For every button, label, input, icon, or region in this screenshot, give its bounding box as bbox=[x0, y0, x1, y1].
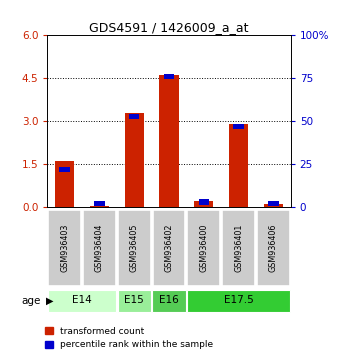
Bar bbox=[129, 114, 140, 119]
FancyBboxPatch shape bbox=[188, 210, 220, 286]
Title: GDS4591 / 1426009_a_at: GDS4591 / 1426009_a_at bbox=[89, 21, 249, 34]
Bar bbox=[90, 206, 109, 207]
Text: GSM936401: GSM936401 bbox=[234, 224, 243, 272]
FancyBboxPatch shape bbox=[222, 210, 255, 286]
Bar bbox=[55, 161, 74, 207]
Bar bbox=[59, 167, 70, 172]
Text: E16: E16 bbox=[159, 295, 179, 306]
Bar bbox=[198, 199, 209, 205]
FancyBboxPatch shape bbox=[48, 210, 81, 286]
FancyBboxPatch shape bbox=[48, 290, 116, 312]
Bar bbox=[268, 201, 279, 206]
FancyBboxPatch shape bbox=[118, 210, 150, 286]
FancyBboxPatch shape bbox=[152, 290, 186, 312]
Bar bbox=[125, 113, 144, 207]
Text: GSM936403: GSM936403 bbox=[60, 224, 69, 272]
FancyBboxPatch shape bbox=[153, 210, 185, 286]
Text: GSM936402: GSM936402 bbox=[165, 223, 173, 272]
Text: GSM936404: GSM936404 bbox=[95, 224, 104, 272]
Bar bbox=[233, 124, 244, 129]
Text: ▶: ▶ bbox=[46, 296, 53, 306]
Text: age: age bbox=[21, 296, 41, 306]
FancyBboxPatch shape bbox=[83, 210, 116, 286]
FancyBboxPatch shape bbox=[187, 290, 290, 312]
Text: E15: E15 bbox=[124, 295, 144, 306]
Bar bbox=[164, 74, 174, 79]
FancyBboxPatch shape bbox=[118, 290, 151, 312]
Bar bbox=[160, 75, 178, 207]
FancyBboxPatch shape bbox=[257, 210, 290, 286]
Bar bbox=[94, 201, 105, 206]
Text: GSM936405: GSM936405 bbox=[130, 223, 139, 272]
Text: E17.5: E17.5 bbox=[224, 295, 254, 306]
Legend: transformed count, percentile rank within the sample: transformed count, percentile rank withi… bbox=[45, 327, 214, 349]
Text: GSM936400: GSM936400 bbox=[199, 224, 208, 272]
Bar bbox=[194, 201, 213, 207]
Text: E14: E14 bbox=[72, 295, 92, 306]
Bar bbox=[264, 204, 283, 207]
Text: GSM936406: GSM936406 bbox=[269, 224, 278, 272]
Bar bbox=[229, 124, 248, 207]
